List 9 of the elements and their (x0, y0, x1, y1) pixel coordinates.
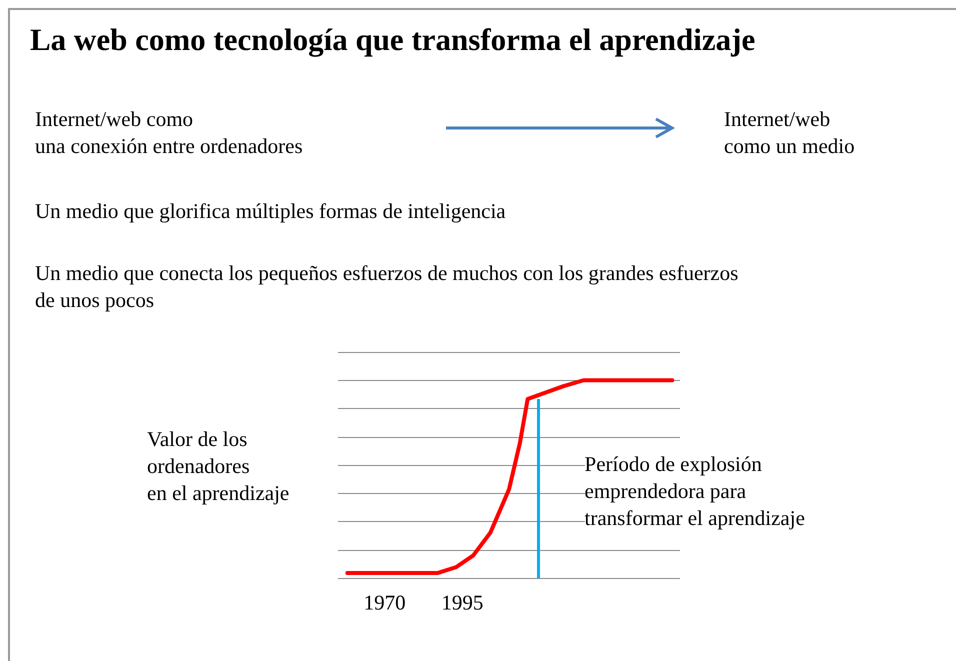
x-tick-label: 1970 (364, 590, 406, 614)
y-axis-title: Valor de los ordenadores en el aprendizaje (147, 426, 290, 507)
text: Internet/web como una conexión entre ordenadores (35, 106, 303, 160)
text: Un medio que conecta los pequeños esfuerzos de muchos con los grandes esfuerzos de unos pocos (35, 260, 738, 314)
text: Internet/web como un medio (724, 106, 855, 160)
chart-title: La web como tecnología que transforma el aprendizaje (30, 22, 756, 58)
ref-line-label: Período de explosión emprendedora para transformar el aprendizaje (584, 451, 805, 532)
x-tick-label: 1995 (441, 590, 484, 614)
text: Un medio que glorifica múltiples formas de inteligencia (35, 198, 506, 225)
